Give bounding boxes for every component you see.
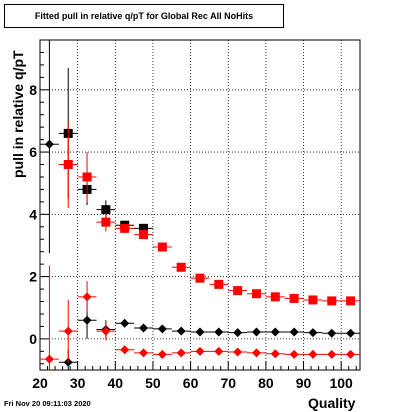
data-point-square <box>289 293 299 303</box>
data-point-diamond <box>251 327 261 337</box>
timestamp: Fri Nov 20 09:11:03 2020 <box>4 399 91 408</box>
data-point-diamond <box>157 324 167 334</box>
data-point-diamond <box>82 315 92 325</box>
data-point-diamond <box>289 349 299 359</box>
data-point-diamond <box>327 328 337 338</box>
data-point-diamond <box>214 346 224 356</box>
y-tick-label: 0 <box>29 331 37 347</box>
data-point-diamond <box>233 347 243 357</box>
plot-frame <box>39 39 361 371</box>
data-point-diamond <box>120 318 130 328</box>
y-tick-label: 6 <box>29 144 37 160</box>
y-tick-label: 4 <box>29 206 37 222</box>
x-tick-label: 100 <box>329 375 353 391</box>
data-point-diamond <box>346 349 356 359</box>
x-tick-label: 80 <box>258 375 274 391</box>
data-point-diamond <box>270 349 280 359</box>
data-point-diamond <box>120 345 130 355</box>
data-point-square <box>327 296 337 306</box>
data-point-diamond <box>308 349 318 359</box>
data-point-diamond <box>346 328 356 338</box>
data-point-diamond <box>195 327 205 337</box>
y-tick-label: 8 <box>29 82 37 98</box>
data-point-square <box>139 223 149 233</box>
data-point-square <box>346 296 356 306</box>
data-point-diamond <box>270 327 280 337</box>
x-tick-label: 50 <box>145 375 161 391</box>
x-tick-label: 20 <box>32 375 48 391</box>
data-point-square <box>139 230 149 240</box>
data-point-diamond <box>214 327 224 337</box>
data-point-diamond <box>44 354 54 364</box>
data-point-square <box>251 289 261 299</box>
x-tick-label: 60 <box>183 375 199 391</box>
data-point-square <box>195 273 205 283</box>
data-point-square <box>120 223 130 233</box>
data-point-diamond <box>176 326 186 336</box>
data-point-diamond <box>195 346 205 356</box>
data-point-diamond <box>289 327 299 337</box>
data-point-diamond <box>251 348 261 358</box>
data-point-diamond <box>44 139 54 149</box>
x-tick-label: 40 <box>108 375 124 391</box>
x-tick-label: 30 <box>70 375 86 391</box>
data-point-diamond <box>157 349 167 359</box>
x-tick-label: 70 <box>220 375 236 391</box>
data-point-diamond <box>139 323 149 333</box>
data-point-diamond <box>233 328 243 338</box>
data-point-diamond <box>327 349 337 359</box>
data-point-diamond <box>308 328 318 338</box>
data-point-square <box>233 286 243 296</box>
y-tick-label: 2 <box>29 269 37 285</box>
data-point-square <box>214 279 224 289</box>
data-point-square <box>270 292 280 302</box>
data-point-diamond <box>139 348 149 358</box>
data-point-square <box>82 172 92 182</box>
data-point-square <box>101 217 111 227</box>
data-point-square <box>308 295 318 305</box>
data-point-diamond <box>82 292 92 302</box>
y-axis-label: pull in relative q/pT <box>10 50 26 178</box>
data-point-diamond <box>63 326 73 336</box>
data-point-diamond <box>101 326 111 336</box>
data-point-square <box>176 262 186 272</box>
x-tick-label: 90 <box>296 375 312 391</box>
data-point-diamond <box>176 348 186 358</box>
x-axis-label: Quality <box>308 395 356 411</box>
chart-title: Fitted pull in relative q/pT for Global … <box>4 4 284 28</box>
data-point-square <box>101 205 111 215</box>
data-point-square <box>63 160 73 170</box>
data-point-square <box>157 242 167 252</box>
